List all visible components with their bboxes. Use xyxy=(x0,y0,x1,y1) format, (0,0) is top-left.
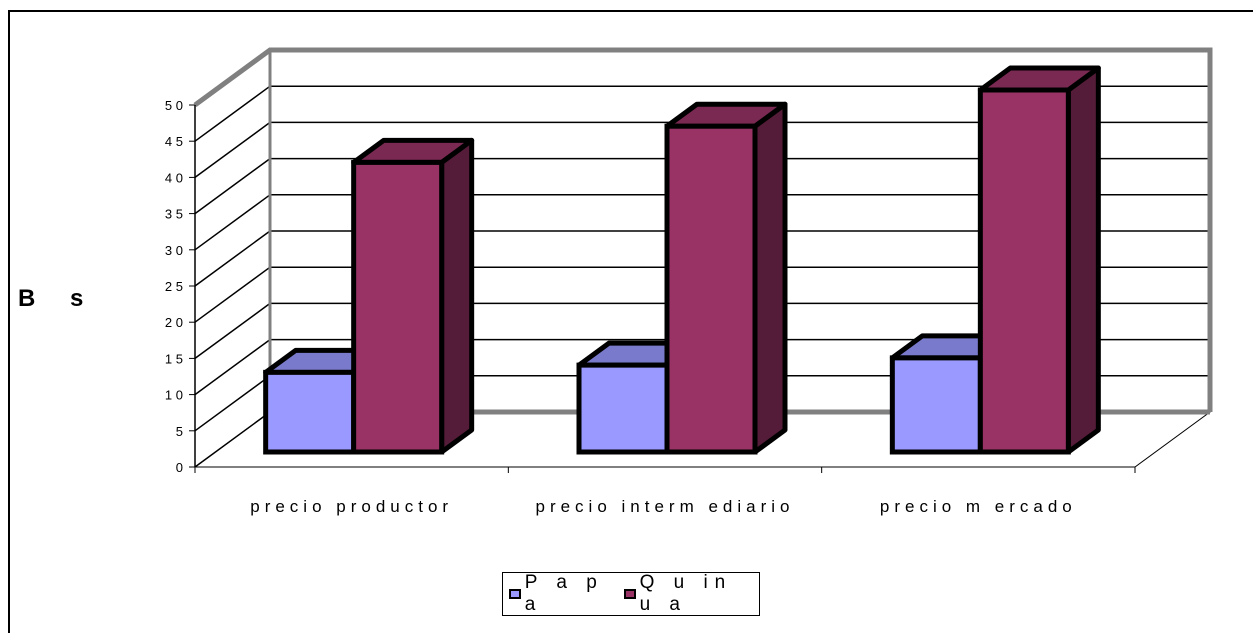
bar xyxy=(664,123,758,455)
bar-side xyxy=(752,101,788,455)
legend: P a p a Q u in u a xyxy=(502,572,760,616)
y-tick-label: 1 5 xyxy=(165,351,183,366)
y-tick-label: 1 0 xyxy=(165,388,183,403)
side-gridline xyxy=(194,157,271,215)
x-tick-label: precio productor xyxy=(250,497,453,516)
bar xyxy=(263,369,357,455)
legend-item-quinua: Q u in u a xyxy=(623,572,759,616)
y-tick-label: 3 5 xyxy=(165,207,183,222)
legend-label-papa: P a p a xyxy=(524,572,604,615)
side-gridline xyxy=(194,266,271,323)
bar-side xyxy=(439,137,475,455)
side-gridline xyxy=(194,411,271,468)
y-tick-label: 2 0 xyxy=(165,315,183,330)
y-tick-label: 4 0 xyxy=(165,170,183,185)
side-gridline xyxy=(194,194,271,251)
wall-edge xyxy=(193,47,1213,412)
side-gridline xyxy=(194,338,271,396)
y-tick-label: 2 5 xyxy=(165,279,183,294)
y-tick-label: 5 0 xyxy=(165,98,183,113)
side-gridline xyxy=(194,230,271,287)
bar xyxy=(977,87,1071,455)
y-tick-label: 3 0 xyxy=(165,243,183,258)
side-gridline xyxy=(194,302,271,360)
chart-frame xyxy=(8,10,1253,633)
bar xyxy=(351,159,445,455)
y-tick-label: 0 xyxy=(176,460,183,475)
bar xyxy=(889,355,983,455)
legend-label-quinua: Q u in u a xyxy=(639,572,733,615)
bar xyxy=(576,362,670,455)
y-tick-label: 5 xyxy=(176,424,183,439)
legend-item-papa: P a p a xyxy=(509,572,610,616)
legend-swatch-quinua xyxy=(623,589,636,599)
bar-side xyxy=(1065,65,1101,455)
side-gridline xyxy=(194,85,271,142)
y-tick-label: 4 5 xyxy=(165,134,183,149)
x-tick-label: precio interm ediario xyxy=(535,497,794,516)
side-gridline xyxy=(194,121,271,179)
legend-swatch-papa xyxy=(509,589,521,599)
y-axis-label: B s xyxy=(18,285,98,312)
x-tick-label: precio m ercado xyxy=(880,497,1077,516)
side-gridline xyxy=(194,375,271,432)
